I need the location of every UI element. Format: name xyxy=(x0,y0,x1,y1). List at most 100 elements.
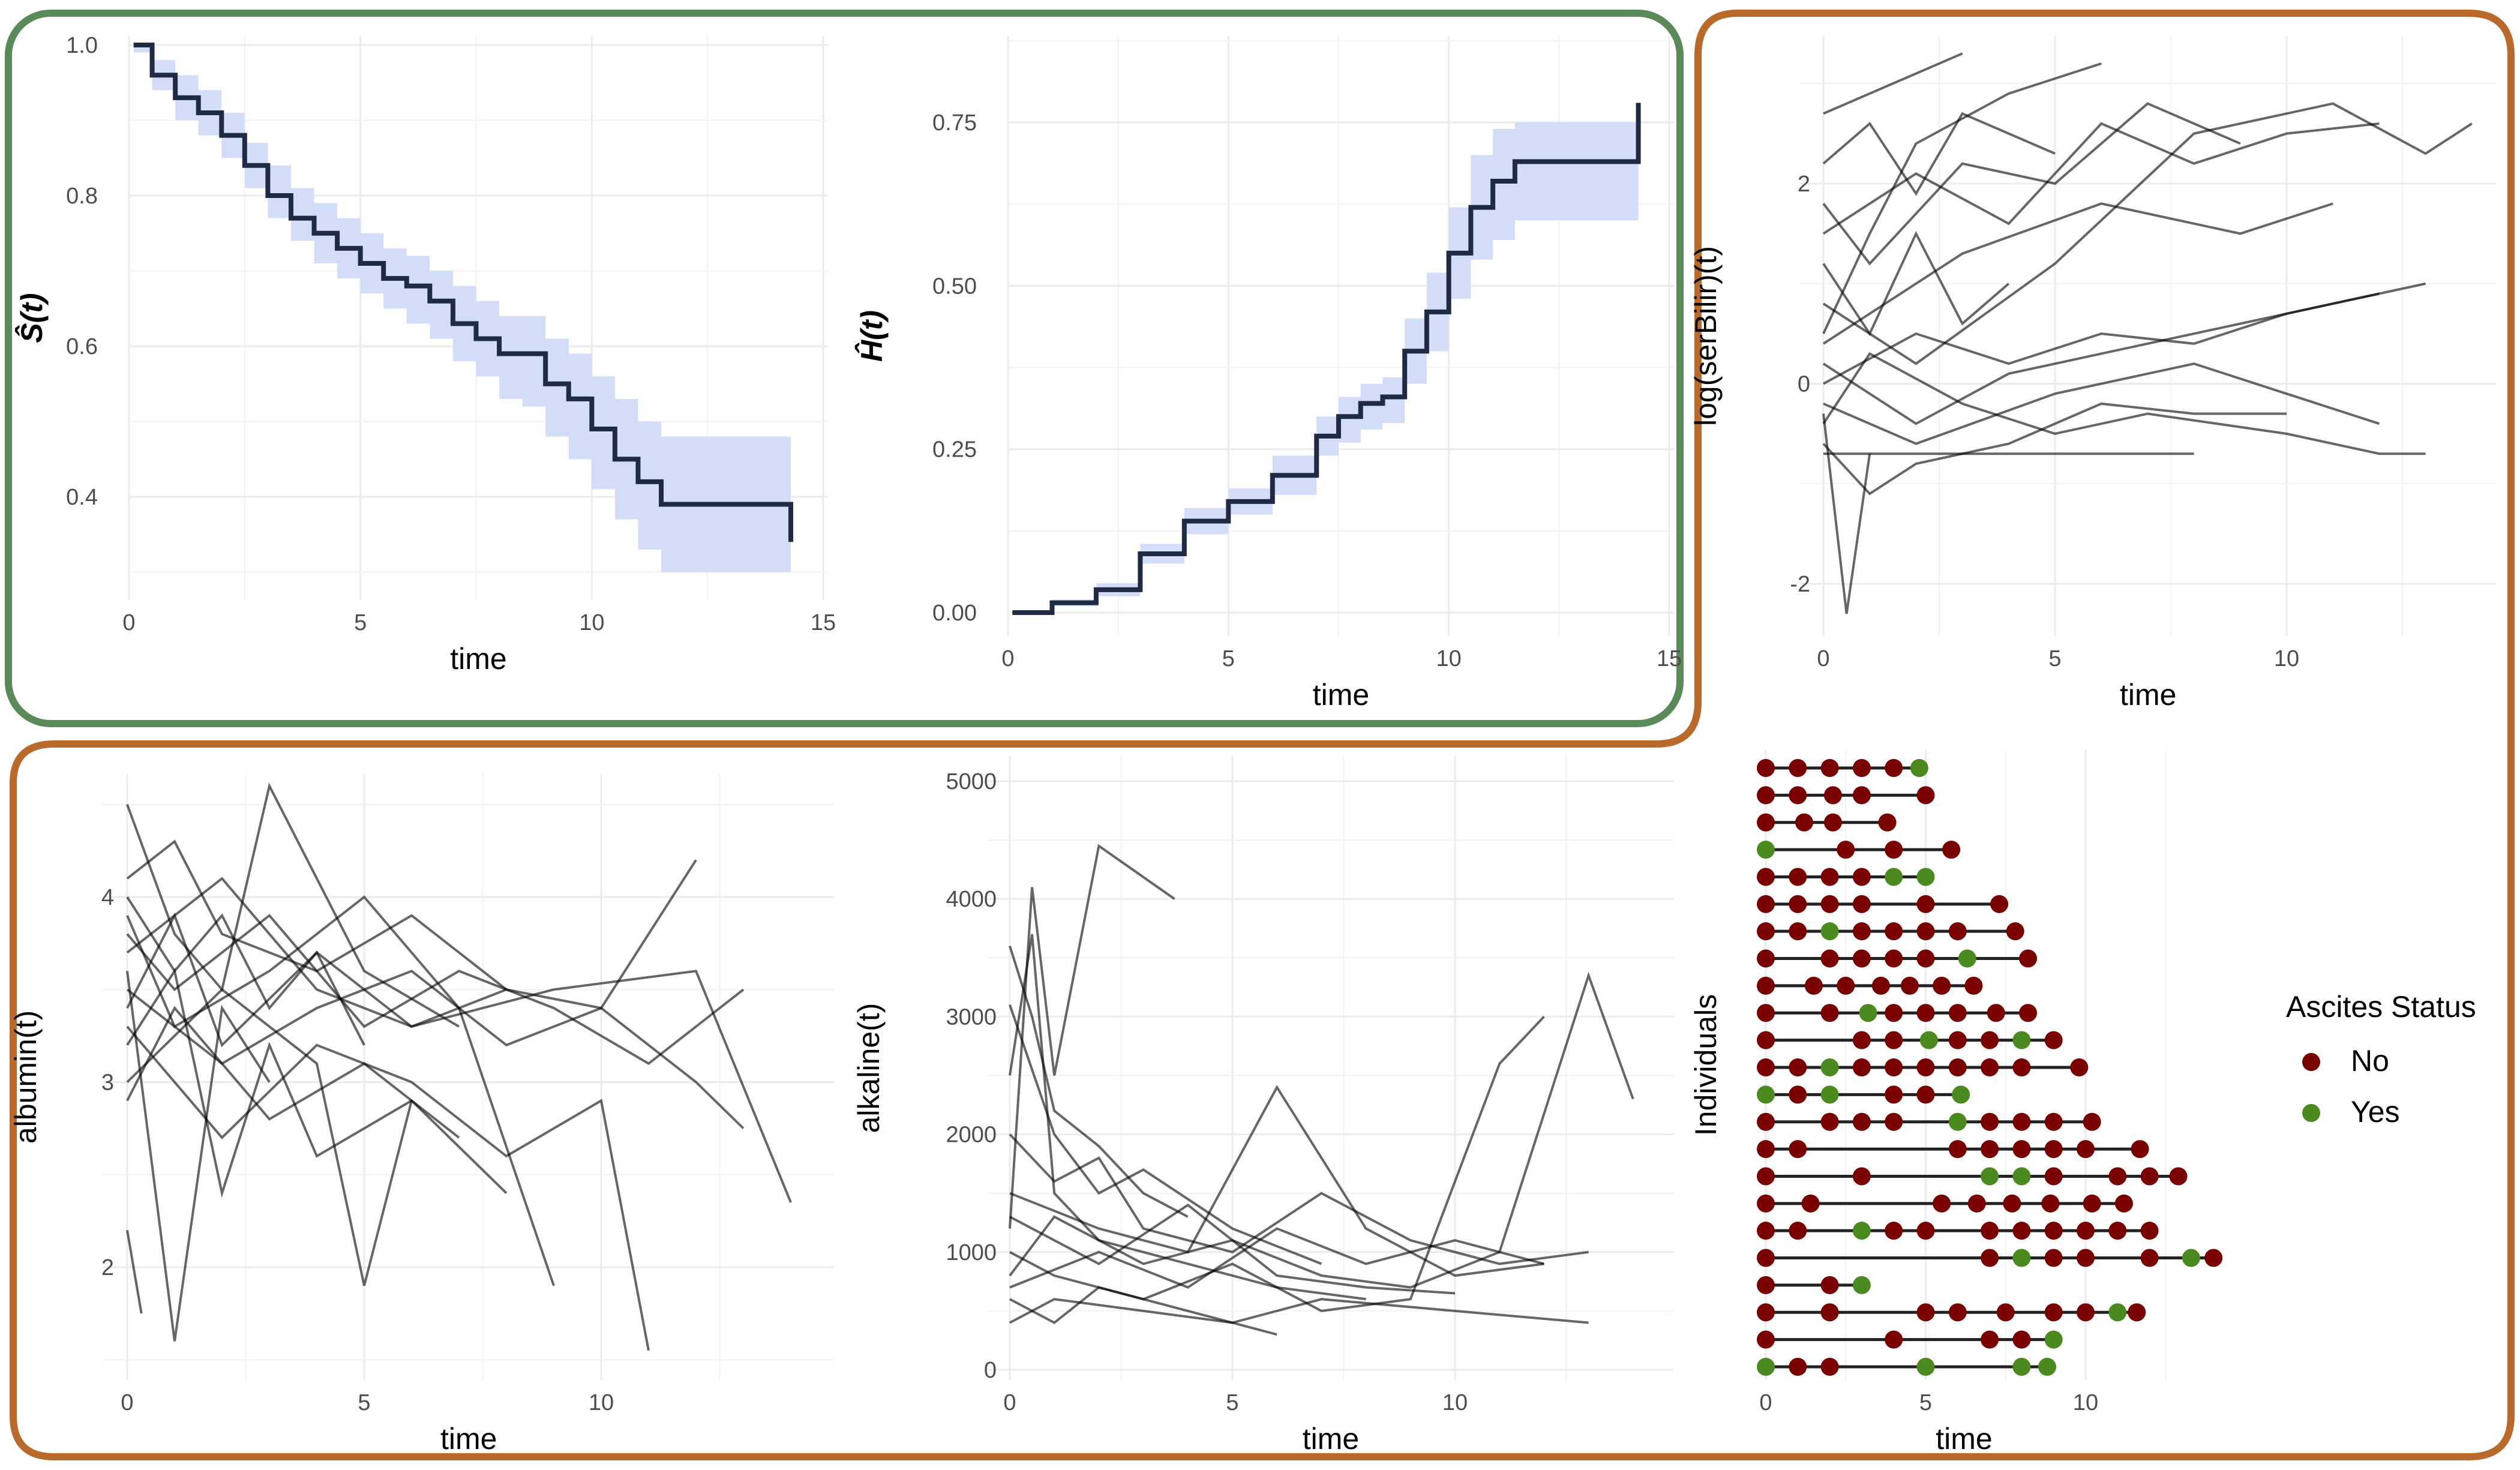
ascites-no-point xyxy=(1801,1194,1820,1213)
y-axis-title: log(serBilir)(t) xyxy=(1689,246,1723,426)
ascites-no-point xyxy=(2070,1058,2089,1076)
ascites-no-point xyxy=(2077,1303,2095,1322)
trajectory-line xyxy=(1822,402,2287,496)
ascites-yes-point xyxy=(2012,1249,2031,1267)
trajectory-line xyxy=(1823,292,2380,385)
trajectory-line xyxy=(126,896,365,1046)
y-tick-label: 0.6 xyxy=(66,334,98,359)
ascites-no-point xyxy=(1916,895,1935,913)
ascites-no-point xyxy=(1820,1358,1839,1376)
trajectory-line xyxy=(1822,230,2010,337)
ascites-no-point xyxy=(1789,759,1807,777)
ascites-no-point xyxy=(1885,949,1903,968)
ascites-no-point xyxy=(1990,895,2009,913)
ascites-no-point xyxy=(2114,1194,2133,1213)
chart-panel-3: -2 0 2 0 5 10 time log(serBilir)(t) xyxy=(1689,36,2496,712)
ascites-no-point xyxy=(2006,922,2024,941)
y-tick-label: 5000 xyxy=(946,769,997,794)
ascites-no-point xyxy=(1852,786,1871,805)
ascites-yes-point xyxy=(1820,1085,1839,1104)
trajectory-line xyxy=(1009,1016,1545,1312)
ascites-yes-point xyxy=(1885,868,1903,886)
ascites-no-point xyxy=(1916,786,1935,805)
ascites-yes-point xyxy=(1757,1085,1775,1104)
ascites-no-point xyxy=(1964,976,1983,995)
trajectory-line xyxy=(1822,102,2241,266)
trajectory-line xyxy=(1009,1133,1589,1265)
x-axis-title: time xyxy=(1313,678,1369,712)
x-axis-title: time xyxy=(2120,678,2176,712)
ascites-no-point xyxy=(1820,868,1839,886)
ascites-no-point xyxy=(1885,759,1903,777)
x-axis-title: time xyxy=(450,642,506,676)
legend-label: Yes xyxy=(2351,1095,2400,1129)
ascites-yes-point xyxy=(2182,1249,2200,1267)
trajectory-line xyxy=(1822,62,2102,334)
trajectory-line xyxy=(126,988,413,1286)
ascites-no-point xyxy=(2077,1222,2095,1240)
ascites-no-point xyxy=(2044,1112,2063,1131)
ascites-yes-point xyxy=(1910,759,1928,777)
legend-key-yes xyxy=(2302,1104,2320,1122)
y-axis-title: Ŝ(t) xyxy=(14,293,49,343)
trajectory-line xyxy=(1823,52,1963,115)
x-tick-label: 5 xyxy=(1919,1390,1932,1415)
ascites-no-point xyxy=(1757,786,1775,805)
ascites-no-point xyxy=(2041,1194,2060,1213)
ascites-no-point xyxy=(1789,922,1807,941)
x-tick-label: 0 xyxy=(1759,1390,1772,1415)
cumulative-hazard-curve xyxy=(1012,103,1641,615)
ascites-no-point xyxy=(1981,1330,1999,1349)
ascites-no-point xyxy=(2140,1222,2159,1240)
ascites-no-point xyxy=(1757,1031,1775,1049)
trajectory-line xyxy=(126,971,271,1342)
x-tick-label: 0 xyxy=(1003,1390,1016,1415)
x-tick-label: 10 xyxy=(2073,1390,2098,1415)
trajectory-line xyxy=(1822,282,2426,425)
y-tick-label: 2 xyxy=(101,1255,114,1280)
ascites-no-point xyxy=(2044,1249,2063,1267)
ascites-no-point xyxy=(1916,1004,1935,1022)
ascites-no-point xyxy=(1981,1058,1999,1076)
ascites-no-point xyxy=(1757,1167,1775,1186)
ascites-no-point xyxy=(2108,1167,2127,1186)
ascites-no-point xyxy=(1757,1330,1775,1349)
confidence-band xyxy=(1012,44,1639,613)
ascites-no-point xyxy=(1757,759,1775,777)
ascites-no-point xyxy=(1757,976,1775,995)
x-tick-label: 5 xyxy=(1226,1390,1238,1415)
ascites-no-point xyxy=(1757,1303,1775,1322)
y-axis-title: Ĥ(t) xyxy=(855,310,889,362)
ascites-no-point xyxy=(1789,1222,1807,1240)
ascites-no-point xyxy=(1820,759,1839,777)
ascites-no-point xyxy=(2128,1303,2146,1322)
y-axis-title: albumin(t) xyxy=(9,1010,43,1144)
ascites-no-point xyxy=(1871,976,1890,995)
trajectory-line xyxy=(126,970,745,1130)
ascites-no-point xyxy=(1852,922,1871,941)
ascites-no-point xyxy=(1795,813,1813,832)
ascites-no-point xyxy=(1916,1085,1935,1104)
ascites-no-point xyxy=(2083,1112,2101,1131)
ascites-no-point xyxy=(1948,1140,1967,1159)
ascites-no-point xyxy=(1757,1249,1775,1267)
ascites-no-point xyxy=(1852,949,1871,968)
trajectory-line xyxy=(1009,971,1634,1289)
trajectory-line xyxy=(1822,202,2333,345)
confidence-band xyxy=(133,45,791,617)
trajectory-line xyxy=(126,1229,143,1314)
chart-panel-1: 0.4 0.6 0.8 1.0 0 5 10 15 time Ŝ(t) xyxy=(14,33,836,676)
ascites-yes-point xyxy=(1958,949,1976,968)
ascites-yes-point xyxy=(1948,1112,1967,1131)
ascites-yes-point xyxy=(1981,1167,1999,1186)
ascites-no-point xyxy=(1987,1004,2005,1022)
trajectory-line xyxy=(1822,102,2473,365)
ascites-no-point xyxy=(2012,1112,2031,1131)
ascites-no-point xyxy=(1820,1112,1839,1131)
y-tick-label: -2 xyxy=(1790,572,1810,597)
trajectory-line xyxy=(126,877,792,1203)
trajectory-line xyxy=(1009,1227,1544,1289)
y-tick-label: 1000 xyxy=(946,1240,997,1265)
ascites-no-point xyxy=(1852,1167,1871,1186)
ascites-no-point xyxy=(1837,841,1855,859)
